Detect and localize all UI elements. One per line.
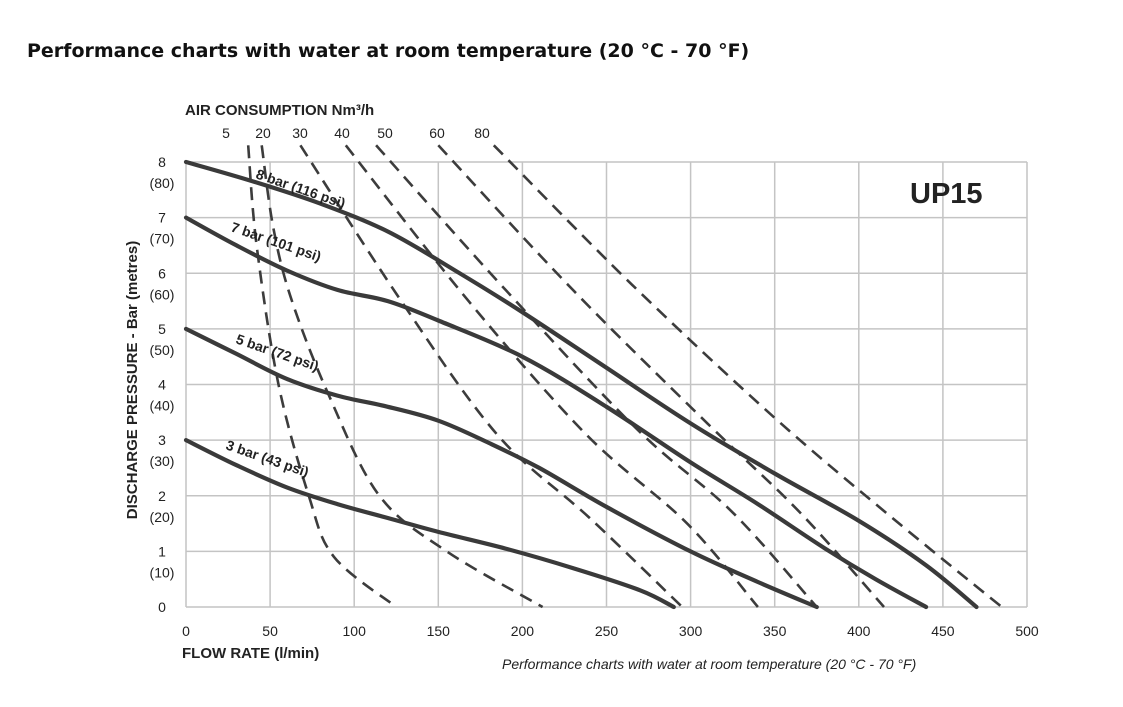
air-consumption-label: 5 — [222, 125, 230, 141]
grid — [185, 161, 1028, 608]
x-tick-label: 50 — [262, 623, 278, 639]
air-consumption-label: 20 — [255, 125, 271, 141]
y-tick-label: 8 — [158, 154, 166, 170]
y-tick-label-metres: (40) — [150, 398, 175, 414]
x-tick-label: 100 — [343, 623, 367, 639]
page-title: Performance charts with water at room te… — [27, 40, 750, 62]
y-tick-label-metres: (30) — [150, 453, 175, 469]
curve-3-bar-43-psi — [183, 438, 676, 610]
air-line-20 — [260, 145, 544, 609]
y-tick-label-metres: (10) — [150, 564, 175, 580]
air-line-5 — [246, 145, 398, 609]
x-tick-label: 500 — [1015, 623, 1039, 639]
x-tick-label: 400 — [847, 623, 871, 639]
air-line-40 — [344, 144, 759, 608]
x-tick-label: 350 — [763, 623, 787, 639]
air-consumption-label: 80 — [474, 125, 490, 141]
x-tick-label: 300 — [679, 623, 703, 639]
air-consumption-lines — [246, 144, 1003, 609]
x-tick-label: 250 — [595, 623, 619, 639]
y-axis-title: DISCHARGE PRESSURE - Bar (metres) — [124, 241, 141, 519]
y-tick-label: 5 — [158, 321, 166, 337]
y-tick-label-metres: (20) — [150, 509, 175, 525]
y-tick-label: 0 — [158, 599, 166, 615]
footnote: Performance charts with water at room te… — [502, 656, 916, 672]
air-consumption-label: 50 — [377, 125, 393, 141]
air-line-80 — [492, 144, 1003, 609]
pressure-curves — [183, 159, 979, 610]
y-tick-label: 7 — [158, 210, 166, 226]
y-tick-labels: 0 1 (10) 2 (20) 3 (30) 4 (40) 5 (50) 6 (60) 7 (70) 8 (80… — [150, 154, 175, 615]
y-tick-label: 4 — [158, 377, 166, 393]
air-consumption-labels: 5 20 30 40 50 60 80 — [222, 125, 490, 141]
air-consumption-label: 60 — [429, 125, 445, 141]
y-tick-label: 3 — [158, 432, 166, 448]
curve-label-5-bar-72-psi: 5 bar (72 psi) — [234, 331, 321, 374]
y-tick-label-metres: (70) — [150, 231, 175, 247]
y-tick-label-metres: (50) — [150, 342, 175, 358]
air-line-30 — [299, 144, 684, 608]
x-axis-title: FLOW RATE (l/min) — [182, 645, 319, 662]
model-label: UP15 — [910, 178, 983, 210]
air-consumption-label: 40 — [334, 125, 350, 141]
y-tick-label-metres: (60) — [150, 286, 175, 302]
pressure-curve-labels: 8 bar (116 psi)7 bar (101 psi)5 bar (72 … — [224, 166, 348, 480]
air-line-60 — [437, 144, 885, 608]
x-tick-labels: 0 50 100 150 200 250 300 350 400 450 500 — [182, 623, 1039, 639]
curve-7-bar-101-psi — [183, 215, 929, 610]
curve-label-7-bar-101-psi: 7 bar (101 psi) — [229, 219, 323, 265]
y-tick-label: 1 — [158, 543, 166, 559]
y-tick-label-metres: (80) — [150, 175, 175, 191]
y-tick-label: 2 — [158, 488, 166, 504]
curve-5-bar-72-psi — [183, 326, 819, 610]
air-consumption-label: 30 — [292, 125, 308, 141]
x-tick-label: 0 — [182, 623, 190, 639]
top-axis-title: AIR CONSUMPTION Nm³/h — [185, 102, 374, 119]
x-tick-label: 200 — [511, 623, 535, 639]
x-tick-label: 150 — [427, 623, 451, 639]
x-tick-label: 450 — [931, 623, 955, 639]
air-line-50 — [375, 144, 818, 608]
y-tick-label: 6 — [158, 265, 166, 281]
curve-8-bar-116-psi — [183, 159, 979, 610]
